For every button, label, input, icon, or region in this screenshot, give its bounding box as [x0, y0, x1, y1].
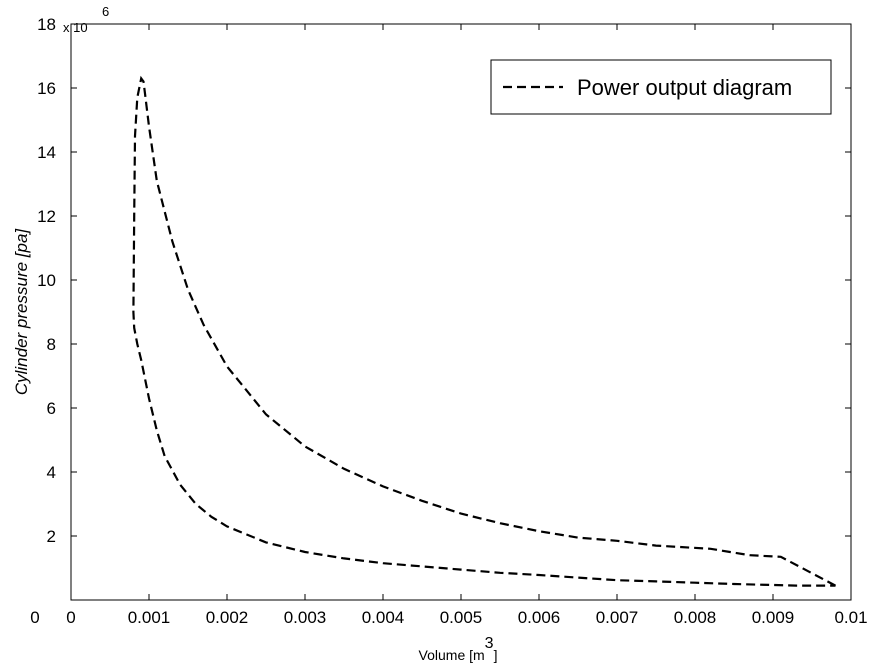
- x-axis-label-main: Volume [m: [419, 647, 485, 663]
- x-axis: 0 0.001 0.002 0.003 0.004 0.005 0.006 0.007 0.00…: [30, 24, 868, 627]
- legend: Power output diagram: [490, 59, 832, 115]
- x-tick-label: 0.009: [752, 608, 795, 627]
- x-tick-label: 0.006: [518, 608, 561, 627]
- x-tick-label: 0.01: [834, 608, 867, 627]
- y-axis-label: Cylinder pressure [pa]: [12, 228, 31, 396]
- y-tick-label: 6: [47, 399, 56, 418]
- x-tick-label: 0.007: [596, 608, 639, 627]
- y-tick-label: 2: [47, 527, 56, 546]
- x-tick-label: 0.001: [128, 608, 171, 627]
- y-tick-label: 18: [37, 15, 56, 34]
- y-tick-label: 4: [47, 463, 56, 482]
- x-axis-label-superscript: 3: [485, 635, 494, 652]
- plot-area: [132, 75, 836, 587]
- x-tick-label: 0.004: [362, 608, 405, 627]
- x-axis-label: Volume [m3]: [419, 635, 498, 663]
- x-tick-label: 0.002: [206, 608, 249, 627]
- y-exponent-power: 6: [102, 4, 109, 19]
- x-tick-label: 0.008: [674, 608, 717, 627]
- y-axis: 246810121416180: [37, 15, 851, 601]
- y-exponent-base: x 10: [63, 20, 88, 35]
- legend-entry-label: Power output diagram: [577, 75, 792, 100]
- y-tick-label: 10: [37, 271, 56, 290]
- x-tick-label: 0: [30, 608, 39, 627]
- y-tick-label: 8: [47, 335, 56, 354]
- y-tick-label: 16: [37, 79, 56, 98]
- series-line-power-output-diagram: [132, 75, 836, 587]
- y-tick-label: 14: [37, 143, 56, 162]
- x-tick-label: 0.003: [284, 608, 327, 627]
- x-tick-label: 0.005: [440, 608, 483, 627]
- x-extra-tick-label: 0: [66, 608, 75, 627]
- y-tick-label: 12: [37, 207, 56, 226]
- x-axis-label-suffix: ]: [494, 647, 498, 663]
